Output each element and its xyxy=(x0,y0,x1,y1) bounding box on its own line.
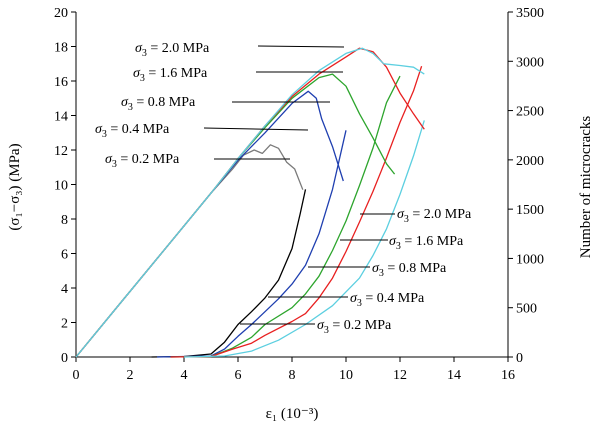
y-left-tick-label: 16 xyxy=(54,75,68,90)
y-axis-right-label: Number of microcracks xyxy=(578,116,594,259)
annotation-label: σ3 = 1.6 MPa xyxy=(389,234,464,252)
x-tick-label: 2 xyxy=(127,368,134,383)
x-axis-label: ε₁ (10⁻³) xyxy=(266,406,319,422)
stress-curve-sigma3-30-2 xyxy=(75,144,304,358)
y-left-tick-label: 4 xyxy=(61,282,68,297)
x-tick-label: 0 xyxy=(73,368,80,383)
annotation-label: σ3 = 0.8 MPa xyxy=(372,261,447,279)
annotation-label: σ3 = 0.8 MPa xyxy=(121,95,196,113)
annotation-label: σ3 = 0.2 MPa xyxy=(317,318,392,336)
annotation-label: σ3 = 2.0 MPa xyxy=(397,207,472,225)
annotation-label: σ3 = 0.4 MPa xyxy=(350,291,425,309)
y-left-tick-label: 14 xyxy=(54,110,68,125)
y-right-tick-label: 3500 xyxy=(516,6,544,21)
y-axis-left-label: (σ₁−σ₃) (MPa) xyxy=(7,143,23,230)
annotation-label: σ3 = 0.4 MPa xyxy=(95,122,170,140)
annotation-leader-line xyxy=(257,45,345,48)
y-right-tick-label: 3000 xyxy=(516,55,544,70)
x-tick-label: 12 xyxy=(393,368,407,383)
microcrack-curve-sigma3-30-8 xyxy=(170,75,401,358)
axes: 0 2 4 6 8 10 12 14 16024681012141618200500100015… xyxy=(54,6,544,383)
microcrack-curve-sigma3-32-0 xyxy=(183,120,425,358)
y-right-tick-label: 2000 xyxy=(516,154,544,169)
x-tick-label: 16 xyxy=(501,368,515,383)
annotation-leader-line xyxy=(203,127,309,131)
y-left-tick-label: 8 xyxy=(61,213,68,228)
x-tick-label: 14 xyxy=(447,368,461,383)
annotations-group: σ3 = 2.0 MPa σ3 = 1.6 MPa σ3 = 0.8 MPa σ3 =… xyxy=(95,41,472,336)
y-left-tick-label: 18 xyxy=(54,41,68,56)
y-left-tick-label: 20 xyxy=(54,6,68,21)
y-right-tick-label: 2500 xyxy=(516,105,544,120)
stress-curve-sigma3-30-8 xyxy=(75,73,396,358)
annotation-label: σ3 = 0.2 MPa xyxy=(105,152,180,170)
y-left-tick-label: 2 xyxy=(61,317,68,332)
y-right-tick-label: 500 xyxy=(516,302,537,317)
microcrack-curve-sigma3-30-2 xyxy=(151,189,307,358)
x-tick-label: 6 xyxy=(235,368,242,383)
annotation-label: σ3 = 2.0 MPa xyxy=(135,41,210,59)
y-left-tick-label: 0 xyxy=(61,351,68,366)
stress-curve-sigma3-32-0 xyxy=(75,47,425,358)
microcrack-curve-sigma3-30-4 xyxy=(156,130,347,358)
y-right-tick-label: 1000 xyxy=(516,252,544,267)
microcrack-curve-sigma3-31-6 xyxy=(170,65,423,358)
x-tick-label: 10 xyxy=(339,368,353,383)
annotation-label: σ3 = 1.6 MPa xyxy=(133,66,208,84)
y-right-tick-label: 0 xyxy=(516,351,523,366)
y-left-tick-label: 12 xyxy=(54,144,68,159)
x-tick-label: 8 xyxy=(289,368,296,383)
y-left-tick-label: 6 xyxy=(61,248,68,263)
series-group xyxy=(75,47,425,358)
x-tick-label: 4 xyxy=(181,368,188,383)
y-right-tick-label: 1500 xyxy=(516,203,544,218)
y-left-tick-label: 10 xyxy=(54,179,68,194)
stress-curve-sigma3-31-6 xyxy=(75,47,425,358)
